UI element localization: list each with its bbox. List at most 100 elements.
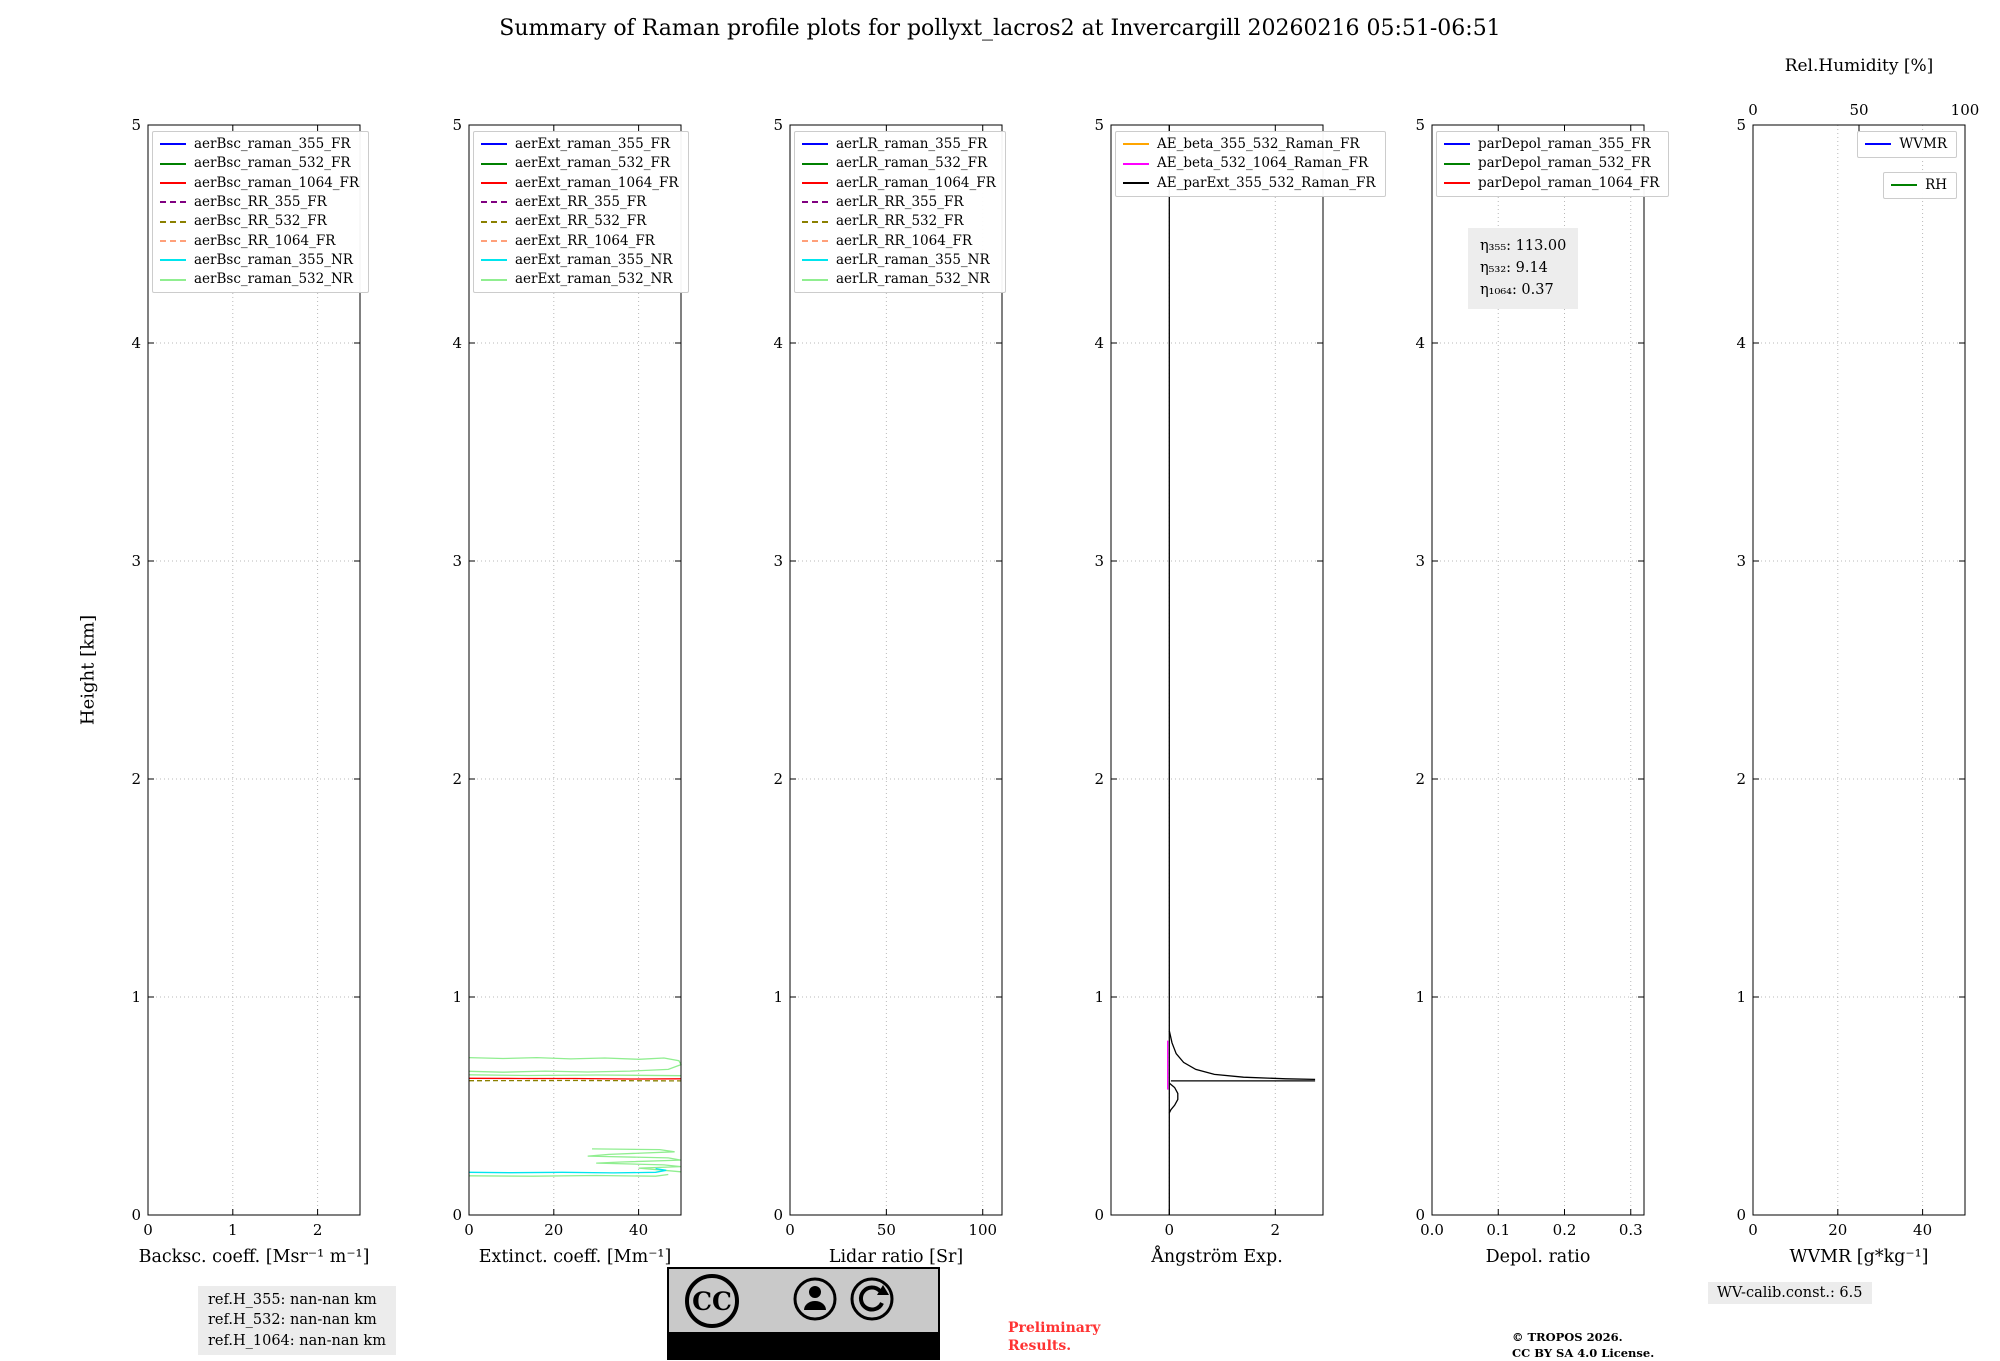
legend-label: aerExt_raman_355_NR [515,253,672,268]
x-axis-title: Extinct. coeff. [Mm⁻¹] [479,1247,672,1267]
y-tick-label: 0 [1736,1206,1746,1224]
y-tick-label: 3 [131,552,141,570]
legend-item: aerBsc_raman_355_FR [160,137,359,152]
legend-swatch [160,163,186,165]
sa-text: SA [858,1334,887,1356]
legend-swatch [160,201,186,203]
legend-item: aerExt_RR_355_FR [481,195,679,210]
series-AE_parExt_355_532_Raman_FR [1169,1083,1178,1113]
y-tick-label: 2 [1736,770,1746,788]
legend-swatch [1444,163,1470,165]
legend: AE_beta_355_532_Raman_FR AE_beta_532_1064… [1115,131,1386,197]
legend-label: parDepol_raman_355_FR [1478,137,1651,152]
legend-item: parDepol_raman_532_FR [1444,156,1659,171]
legend-item: aerLR_raman_1064_FR [802,176,996,191]
legend-item: aerExt_raman_355_FR [481,137,679,152]
legend-item: AE_beta_355_532_Raman_FR [1123,137,1376,152]
y-tick-label: 5 [131,116,141,134]
series-aerExt_raman_532_NR [588,1149,681,1172]
legend-item: aerExt_RR_1064_FR [481,234,679,249]
legend-label: aerBsc_RR_355_FR [194,195,327,210]
x-tick-label: 20 [1828,1221,1847,1239]
x-tick-label: 0.3 [1619,1221,1643,1239]
legend-item: aerLR_RR_1064_FR [802,234,996,249]
legend-item: AE_parExt_355_532_Raman_FR [1123,176,1376,191]
y-tick-label: 4 [1415,334,1425,352]
x-axis-title: Depol. ratio [1486,1247,1591,1267]
x-tick-label: 0 [785,1221,795,1239]
legend-label: aerBsc_raman_532_FR [194,156,351,171]
y-tick-label: 4 [1736,334,1746,352]
legend-swatch [802,182,828,184]
cc-text: CC [692,1287,732,1316]
x-axis-title: Backsc. coeff. [Msr⁻¹ m⁻¹] [139,1247,370,1267]
legend-swatch [481,182,507,184]
legend-swatch [1123,182,1149,184]
y-tick-label: 0 [452,1206,462,1224]
legend-swatch [160,240,186,242]
x-tick-label: 20 [544,1221,563,1239]
legend-swatch [481,279,507,281]
legend-swatch [481,259,507,261]
legend-label: AE_beta_355_532_Raman_FR [1157,137,1360,152]
x-tick-label: 0.2 [1553,1221,1577,1239]
legend-item: AE_beta_532_1064_Raman_FR [1123,156,1376,171]
series-aerExt_raman_1064_FR [469,1078,681,1079]
eta-1064: η₁₀₆₄: 0.37 [1480,280,1566,302]
legend-label: aerBsc_RR_1064_FR [194,234,335,249]
page-title: Summary of Raman profile plots for polly… [0,16,2000,41]
y-tick-label: 1 [1094,988,1104,1006]
legend-label: aerExt_raman_355_FR [515,137,670,152]
legend-item: aerExt_raman_355_NR [481,253,679,268]
legend-swatch [1123,143,1149,145]
x-tick-label: 0 [464,1221,474,1239]
y-tick-label: 3 [1415,552,1425,570]
legend-swatch [802,279,828,281]
series-aerExt_raman_532_NR [469,1058,681,1073]
legend-swatch [481,201,507,203]
wv-calibration-annotation: WV-calib.const.: 6.5 [1708,1282,1872,1304]
legend-item: aerLR_RR_532_FR [802,214,996,229]
series-aerExt_raman_532_NR [469,1075,681,1076]
legend-swatch [802,221,828,223]
legend-label: parDepol_raman_532_FR [1478,156,1651,171]
y-tick-label: 3 [452,552,462,570]
legend-item: aerBsc_raman_532_NR [160,272,359,287]
legend: WVMR [1857,131,1957,158]
y-tick-label: 2 [1415,770,1425,788]
x-tick-label: 0.1 [1486,1221,1510,1239]
legend-item: aerLR_raman_532_NR [802,272,996,287]
eta-355: η₃₅₅: 113.00 [1480,236,1566,258]
y-axis-label: Height [km] [78,615,99,725]
legend-label: aerLR_raman_355_FR [836,137,987,152]
legend-swatch [1891,184,1917,186]
legend-item: aerBsc_raman_532_FR [160,156,359,171]
y-tick-label: 3 [1736,552,1746,570]
legend-swatch [160,259,186,261]
legend-swatch [1865,143,1891,145]
y-tick-label: 5 [1415,116,1425,134]
legend-label: aerExt_RR_532_FR [515,214,646,229]
copyright-note: © TROPOS 2026. CC BY SA 4.0 License. [1512,1330,1654,1361]
y-tick-label: 0 [1415,1206,1425,1224]
legend-label: RH [1925,178,1947,193]
legend-item: aerBsc_raman_355_NR [160,253,359,268]
x-tick-label: 0 [1165,1221,1175,1239]
legend-label: WVMR [1899,137,1947,152]
eta-532: η₅₃₂: 9.14 [1480,258,1566,280]
legend-label: aerBsc_raman_532_NR [194,272,353,287]
legend-label: AE_parExt_355_532_Raman_FR [1157,176,1376,191]
legend-item: aerBsc_RR_355_FR [160,195,359,210]
legend-swatch [802,143,828,145]
legend-item: aerExt_RR_532_FR [481,214,679,229]
legend-label: aerExt_raman_532_FR [515,156,670,171]
legend-item: aerBsc_RR_1064_FR [160,234,359,249]
legend-label: aerExt_RR_355_FR [515,195,646,210]
y-tick-label: 3 [773,552,783,570]
top-tick-label: 100 [1951,101,1980,119]
